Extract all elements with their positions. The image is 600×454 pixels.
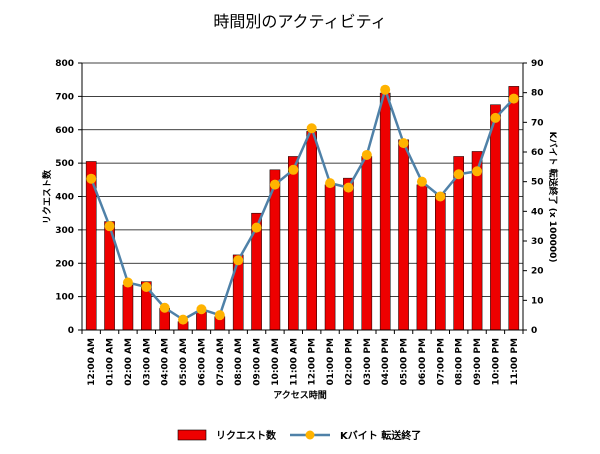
y-tick-label: 0 [68,326,74,336]
line-point [122,277,133,288]
y2-axis-label: Kバイト 転送終了 (x 100000) [547,132,559,263]
line-point [86,173,97,184]
legend-marker-kbytes [305,430,315,440]
line-point [159,302,170,313]
y2-tick-label: 90 [531,59,544,69]
y2-tick-label: 0 [531,326,537,336]
y-axis-label: リクエスト数 [41,169,53,224]
y2-tick-label: 50 [531,178,544,188]
y-tick-label: 800 [55,59,74,69]
bar [232,254,244,331]
x-tick-label: 07:00 PM [436,338,446,385]
line-point [251,222,262,233]
y-tick-label: 600 [55,126,74,136]
legend-swatch-requests [177,429,207,441]
y-tick-label: 100 [55,293,74,303]
line-point [141,281,152,292]
y-tick-label: 500 [55,159,74,169]
line-point [490,112,501,123]
x-tick-label: 12:00 PM [308,338,318,385]
series-line-kbytes [90,88,515,321]
y2-tick-label: 80 [531,89,544,99]
x-tick-label: 03:00 PM [363,338,373,385]
bar [416,184,428,331]
x-tick-label: 07:00 AM [216,338,226,386]
bar [435,192,446,331]
line-layer [86,84,519,325]
x-tick-label: 12:00 AM [87,338,97,386]
tick-layer: 0 100 200 300 400 500 600 700 800 0 10 20 30 40 50 60 70… [55,59,543,386]
y2-tick-label: 30 [531,237,544,247]
line-point [398,138,409,149]
x-tick-label: 01:00 AM [106,338,116,386]
line-point [178,314,189,325]
x-tick-label: 06:00 AM [197,338,207,386]
y2-tick-label: 10 [531,296,544,306]
x-tick-label: 06:00 PM [418,338,428,385]
y-tick-label: 700 [55,92,74,102]
x-axis-label: アクセス時間 [273,389,327,401]
line-point [472,166,483,177]
x-tick-label: 05:00 AM [179,338,189,386]
line-point [508,93,519,104]
bar [324,184,336,331]
bar [306,131,317,331]
line-point [306,123,317,134]
legend: リクエスト数 Kバイト 転送終了 [177,429,421,442]
x-tick-label: 09:00 AM [253,338,263,386]
bar [379,92,391,331]
bar [471,151,483,331]
line-point [435,191,446,202]
x-tick-label: 10:00 AM [271,338,281,386]
bar [453,156,464,331]
chart-title: 時間別のアクティビティ [213,12,386,31]
x-tick-label: 04:00 PM [381,338,391,385]
x-tick-label: 11:00 PM [510,338,520,385]
bar [196,311,207,331]
x-tick-label: 04:00 AM [161,338,171,386]
x-tick-label: 02:00 AM [124,338,134,386]
y2-tick-label: 70 [531,118,544,128]
line-point [196,304,207,315]
line-point [453,169,464,180]
grid-layer [82,62,523,298]
x-tick-label: 10:00 PM [491,338,501,385]
line-point [325,178,336,189]
x-tick-label: 05:00 PM [400,338,410,385]
bar [122,284,134,331]
line-point [380,84,391,95]
line-point [343,182,354,193]
y-tick-label: 300 [55,226,74,236]
x-tick-label: 01:00 PM [326,338,336,385]
y2-tick-label: 20 [531,267,544,277]
legend-label-kbytes: Kバイト 転送終了 [340,429,421,442]
bar [361,156,373,331]
bar [343,177,354,331]
legend-label-requests: リクエスト数 [216,429,277,442]
line-point [214,310,225,321]
y-tick-label: 200 [55,259,74,269]
y-tick-label: 400 [55,193,74,203]
axis-layer [78,62,527,334]
x-tick-label: 08:00 AM [234,338,244,386]
x-tick-label: 03:00 AM [142,338,152,386]
line-point [104,221,115,232]
y2-tick-label: 60 [531,148,544,158]
bar [288,156,299,331]
x-tick-label: 02:00 PM [344,338,354,385]
y2-tick-label: 40 [531,207,544,217]
line-point [416,176,427,187]
x-tick-label: 11:00 AM [289,338,299,386]
line-point [361,149,372,160]
x-tick-label: 08:00 PM [455,338,465,385]
line-point [288,164,299,175]
x-tick-label: 09:00 PM [473,338,483,385]
line-point [233,255,244,266]
bar [398,139,409,331]
bar [490,104,501,331]
line-point [269,179,280,190]
bar [508,86,520,331]
